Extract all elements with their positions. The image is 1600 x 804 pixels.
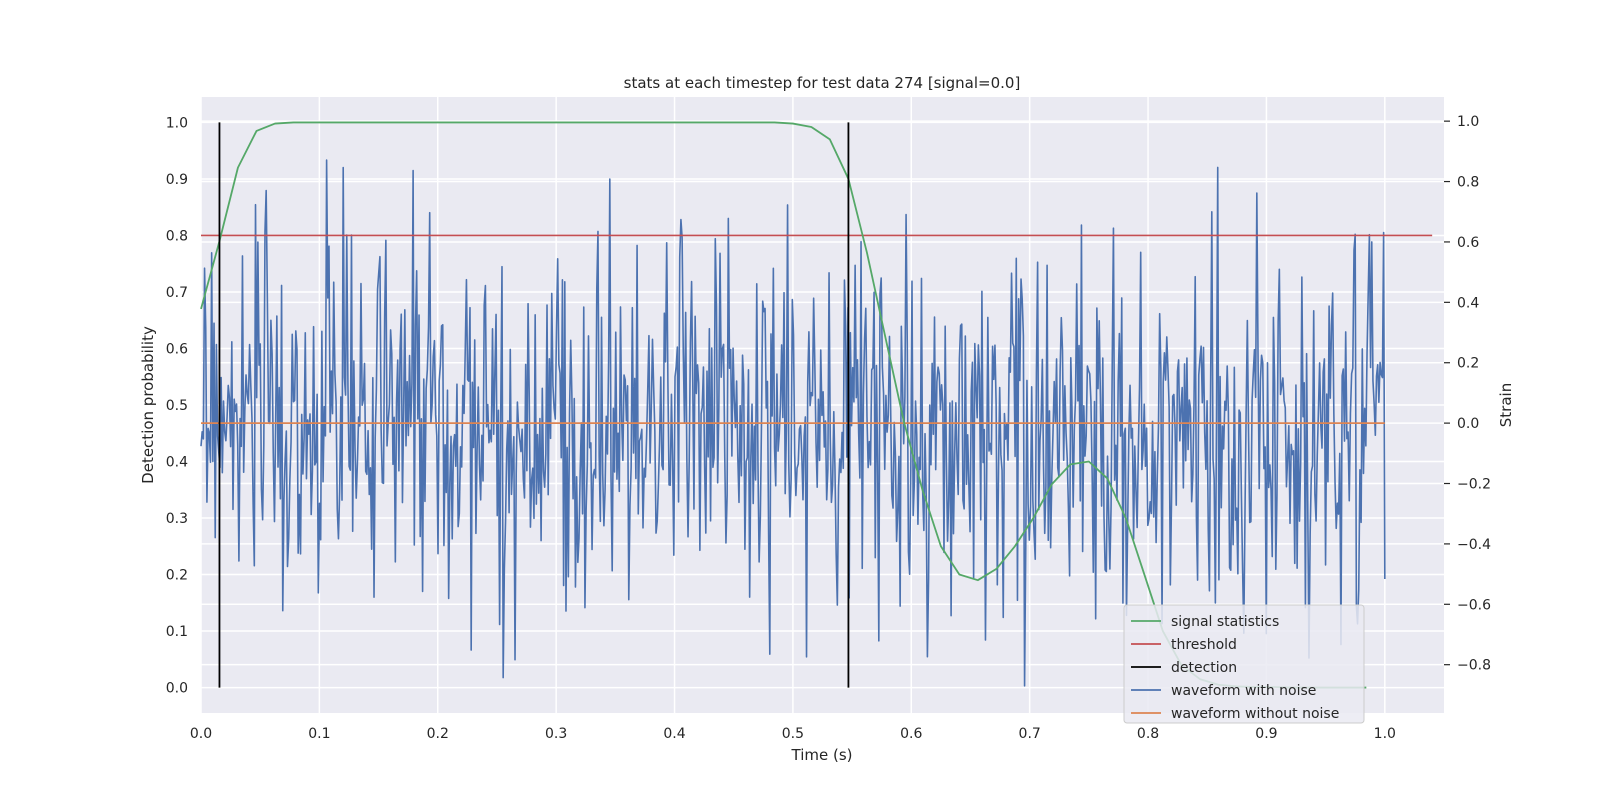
chart-title: stats at each timestep for test data 274… — [624, 74, 1021, 92]
y-tick-label: 0.9 — [166, 172, 188, 188]
y-tick-label: 0.7 — [166, 285, 188, 301]
y-axis-label: Detection probability — [139, 326, 157, 484]
x-tick-label: 0.2 — [427, 726, 449, 742]
y2-axis-label: Strain — [1497, 383, 1515, 427]
x-tick-label: 0.3 — [545, 726, 567, 742]
x-axis-label: Time (s) — [791, 746, 853, 764]
legend-label: detection — [1171, 660, 1237, 676]
y2-tick-label: 0.0 — [1457, 416, 1479, 432]
series-waveform-with-noise — [200, 159, 1386, 687]
y2-tick-label: −0.6 — [1457, 597, 1491, 613]
y-tick-label: 0.8 — [166, 228, 188, 244]
x-tick-label: 0.7 — [1019, 726, 1041, 742]
y-tick-label: 0.4 — [166, 455, 188, 471]
y2-tick-label: −0.2 — [1457, 477, 1491, 493]
y2-tick-label: 0.8 — [1457, 175, 1479, 191]
y-tick-label: 0.2 — [166, 568, 188, 584]
y-tick-label: 0.3 — [166, 511, 188, 527]
x-tick-label: 0.0 — [190, 726, 212, 742]
axes: 0.0 0.1 0.2 0.3 0.4 0.5 0.6 0.7 0.8 0.9 1.0 0.0 0.1 0… — [166, 114, 1491, 742]
x-tick-label: 0.6 — [900, 726, 922, 742]
y2-tick-label: 0.2 — [1457, 356, 1479, 372]
legend-label: waveform with noise — [1171, 683, 1316, 699]
legend-label: waveform without noise — [1171, 706, 1339, 722]
legend-label: threshold — [1171, 637, 1237, 653]
y2-tick-label: −0.8 — [1457, 658, 1491, 674]
x-tick-label: 0.9 — [1255, 726, 1277, 742]
y-tick-label: 0.6 — [166, 341, 188, 357]
x-tick-label: 1.0 — [1374, 726, 1396, 742]
y-tick-label: 0.1 — [166, 624, 188, 640]
y-tick-label: 0.5 — [166, 398, 188, 414]
legend: signal statistics threshold detection wavef… — [1123, 604, 1365, 724]
legend-label: signal statistics — [1171, 614, 1279, 630]
legend-box — [1123, 604, 1365, 724]
y2-tick-label: 0.6 — [1457, 235, 1479, 251]
x-tick-label: 0.4 — [663, 726, 685, 742]
y2-tick-label: 0.4 — [1457, 295, 1479, 311]
y-tick-label: 1.0 — [166, 115, 188, 131]
x-tick-label: 0.8 — [1137, 726, 1159, 742]
y2-tick-label: 1.0 — [1457, 114, 1479, 130]
y2-tick-label: −0.4 — [1457, 537, 1491, 553]
y-tick-label: 0.0 — [166, 681, 188, 697]
x-tick-label: 0.5 — [782, 726, 804, 742]
x-tick-label: 0.1 — [308, 726, 330, 742]
